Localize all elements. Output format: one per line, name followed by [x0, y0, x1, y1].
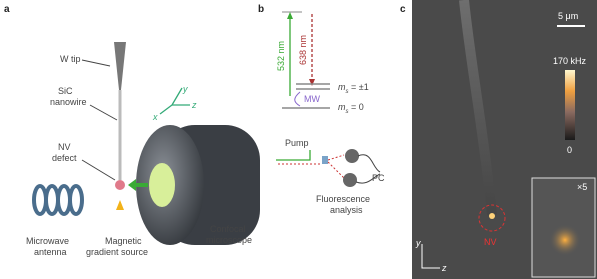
panel-label: c	[400, 4, 406, 15]
label: 0	[567, 145, 572, 155]
detector	[343, 173, 357, 187]
label: ms = ±1	[338, 82, 369, 95]
label: defect	[52, 153, 77, 163]
fluor-arrow	[328, 155, 344, 160]
axis-x: x	[152, 112, 158, 122]
objective-lens	[149, 163, 175, 207]
label: W tip	[60, 54, 81, 64]
pointer	[82, 160, 115, 180]
label: Magnetic	[105, 236, 142, 246]
w-tip	[114, 42, 126, 90]
text: = ±1	[349, 82, 369, 92]
splitter	[322, 156, 328, 164]
coil	[34, 186, 82, 214]
pump-arrow	[276, 150, 310, 160]
label: gradient source	[86, 247, 148, 257]
label: NV	[58, 142, 71, 152]
label: 638 nm	[298, 35, 308, 65]
pointer	[90, 105, 117, 120]
panel-label: a	[4, 4, 10, 15]
label: NV	[484, 237, 497, 247]
axis-z: z	[191, 100, 197, 110]
detector	[345, 149, 359, 163]
panel-label: b	[258, 4, 264, 15]
label: 5 μm	[558, 11, 578, 21]
fluor-arrow	[328, 162, 344, 178]
magnet	[116, 200, 124, 210]
label: z	[441, 263, 447, 273]
label: MW	[304, 94, 320, 104]
label: PC	[372, 173, 385, 183]
label: antenna	[34, 247, 67, 257]
figure: a y x z W tip SiC nanowire NV defect Mic…	[0, 0, 597, 279]
label: analysis	[330, 205, 363, 215]
label: Confocal	[210, 224, 246, 234]
arrowhead	[309, 79, 315, 86]
inset-spot	[549, 224, 581, 256]
label: Pump	[285, 138, 309, 148]
text: = 0	[349, 102, 364, 112]
label: microscope	[206, 235, 252, 245]
label: Fluorescence	[316, 194, 370, 204]
label: ms = 0	[338, 102, 364, 115]
colorbar	[565, 70, 575, 140]
axis-y: y	[182, 84, 188, 94]
label: ×5	[577, 182, 587, 192]
page: {"panels": { "a": {"label": "a", "w_tip"…	[0, 0, 597, 279]
nv-spot	[489, 213, 495, 219]
label: SiC	[58, 86, 73, 96]
pointer	[82, 60, 110, 66]
label: y	[415, 238, 421, 248]
label: nanowire	[50, 97, 87, 107]
arrowhead	[128, 179, 136, 191]
nv-center	[115, 180, 125, 190]
mw-arc	[295, 92, 300, 106]
label: 532 nm	[276, 41, 286, 71]
label: Microwave	[26, 236, 69, 246]
arrowhead	[287, 12, 293, 19]
label: 170 kHz	[553, 56, 587, 66]
